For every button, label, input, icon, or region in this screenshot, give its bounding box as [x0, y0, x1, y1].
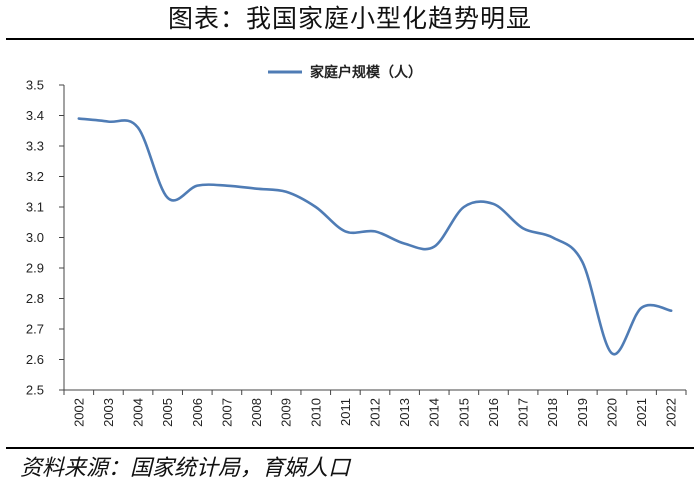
y-tick-label: 3.4 [26, 108, 44, 123]
x-tick-label: 2008 [249, 398, 264, 427]
y-tick-label: 2.6 [26, 352, 44, 367]
y-tick-label: 3.1 [26, 200, 44, 215]
y-tick-label: 2.5 [26, 383, 44, 398]
x-tick-label: 2017 [516, 398, 531, 427]
chart-title: 图表：我国家庭小型化趋势明显 [167, 4, 532, 33]
y-tick-label: 3.0 [26, 230, 44, 245]
y-tick-label: 2.9 [26, 261, 44, 276]
x-tick-label: 2011 [338, 398, 353, 426]
x-tick-label: 2014 [427, 398, 442, 427]
x-tick-label: 2003 [101, 398, 116, 427]
source-note: 资料来源：国家统计局，育娲人口 [20, 456, 351, 481]
footer-divider [6, 447, 694, 449]
x-tick-label: 2004 [131, 398, 146, 427]
y-axis-ticks: 2.5 2.6 2.7 2.8 2.9 3.0 3.1 3.2 3.3 3.4 3.5 [26, 78, 64, 398]
series-layer [77, 117, 673, 356]
x-tick-label: 2022 [664, 398, 679, 427]
x-tick-label: 2005 [160, 398, 175, 427]
x-tick-label: 2015 [456, 398, 471, 427]
series-line [77, 117, 673, 356]
y-tick-label: 3.5 [26, 78, 44, 93]
title-divider [6, 38, 694, 40]
legend: 家庭户规模（人） [268, 64, 422, 81]
y-tick-label: 3.2 [26, 169, 44, 184]
axes [63, 85, 686, 391]
x-tick-label: 2006 [190, 398, 205, 427]
x-tick-label: 2002 [71, 398, 86, 427]
x-tick-label: 2016 [486, 398, 501, 427]
x-tick-label: 2007 [219, 398, 234, 427]
x-tick-label: 2020 [604, 398, 619, 427]
y-tick-label: 3.3 [26, 139, 44, 154]
y-tick-label: 2.7 [26, 322, 44, 337]
x-tick-label: 2019 [575, 398, 590, 427]
x-tick-label: 2018 [545, 398, 560, 427]
x-axis-ticks: 2002 2003 2004 2005 2006 2007 2008 2009 2010 2011… [63, 390, 687, 427]
x-tick-label: 2012 [368, 398, 383, 427]
legend-label: 家庭户规模（人） [310, 64, 422, 81]
x-tick-label: 2009 [279, 398, 294, 427]
x-tick-label: 2021 [634, 398, 649, 427]
x-tick-label: 2013 [397, 398, 412, 427]
x-tick-label: 2010 [308, 398, 323, 427]
line-chart: 家庭户规模（人） 2.5 2.6 2.7 2.8 2.9 3.0 3.1 3.2 3.3 3.4 3… [26, 64, 687, 427]
y-tick-label: 2.8 [26, 291, 44, 306]
